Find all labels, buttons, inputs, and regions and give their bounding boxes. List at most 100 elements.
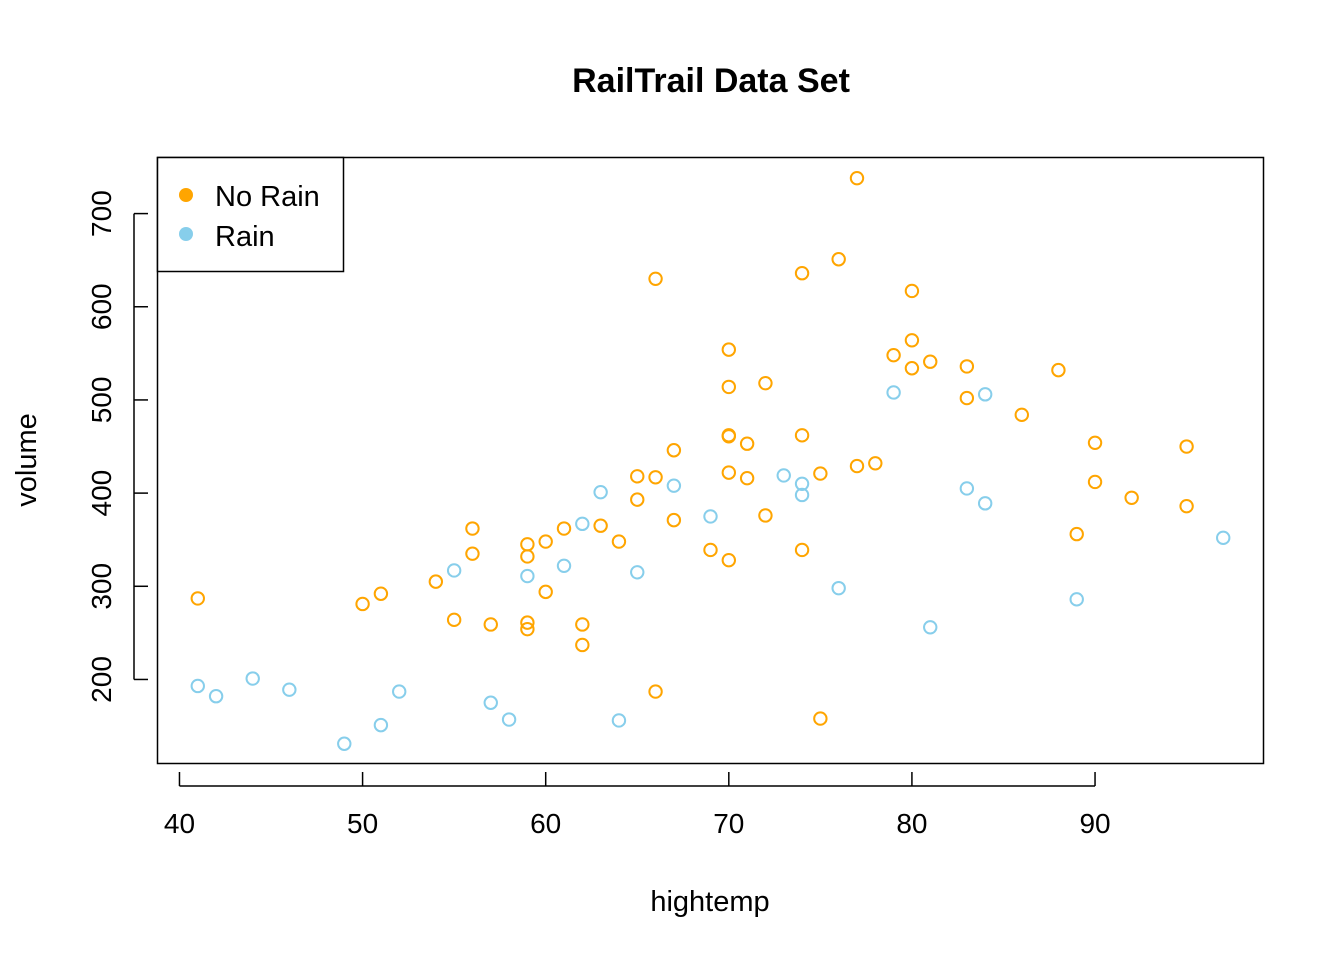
data-point-rain	[831, 580, 846, 596]
data-point-no-rain	[794, 266, 810, 281]
legend-label-no-rain: No Rain	[215, 181, 320, 213]
data-point-no-rain	[648, 684, 663, 699]
data-point-no-rain	[1124, 490, 1139, 505]
data-point-no-rain	[446, 612, 462, 628]
data-point-no-rain	[575, 617, 590, 632]
data-point-no-rain	[373, 586, 389, 601]
data-point-no-rain	[703, 542, 718, 558]
data-point-rain	[886, 385, 901, 400]
data-point-no-rain	[630, 492, 645, 507]
data-point-rain	[208, 689, 224, 704]
data-point-rain	[794, 487, 810, 503]
data-point-rain	[776, 468, 791, 483]
data-point-no-rain	[648, 470, 663, 485]
data-point-no-rain	[794, 428, 810, 443]
data-point-rain	[959, 481, 975, 496]
x-axis: 40 50 60 70 80 90	[164, 772, 1111, 839]
legend-box	[156, 156, 345, 273]
data-point-no-rain	[465, 521, 480, 536]
data-point-no-rain	[813, 711, 828, 726]
data-point-no-rain	[849, 170, 865, 186]
data-point-no-rain	[721, 342, 737, 357]
data-point-no-rain	[739, 471, 755, 486]
data-point-no-rain	[1051, 362, 1066, 378]
chart-title: RailTrail Data Set	[572, 62, 850, 100]
y-tick-label: 400	[86, 470, 117, 517]
data-point-no-rain	[648, 271, 663, 287]
data-point-no-rain	[520, 621, 535, 637]
data-point-no-rain	[483, 617, 498, 632]
data-point-no-rain	[538, 584, 553, 600]
data-point-no-rain	[721, 379, 737, 395]
y-axis-label: volume	[11, 413, 43, 507]
data-point-rain	[245, 671, 260, 686]
data-point-no-rain	[904, 333, 920, 348]
data-point-no-rain	[593, 518, 608, 533]
data-point-rain	[556, 558, 572, 573]
data-point-rain	[282, 682, 297, 697]
data-point-no-rain	[904, 361, 920, 376]
data-point-no-rain	[630, 469, 645, 484]
data-point-no-rain	[868, 456, 883, 471]
x-axis-label: hightemp	[650, 886, 769, 918]
data-point-no-rain	[886, 348, 901, 363]
data-point-no-rain	[520, 549, 535, 564]
data-point-no-rain	[355, 596, 370, 612]
data-points	[190, 170, 1231, 751]
data-point-rain	[666, 478, 682, 493]
data-point-rain	[1216, 530, 1231, 546]
data-point-rain	[520, 568, 535, 584]
y-tick-label: 500	[86, 377, 117, 424]
data-point-no-rain	[739, 436, 755, 451]
data-point-rain	[977, 496, 993, 511]
x-tick-label: 70	[713, 808, 744, 839]
data-point-no-rain	[904, 283, 920, 299]
data-point-rain	[190, 678, 205, 694]
plot-frame	[156, 156, 1265, 765]
x-tick-label: 40	[164, 808, 195, 839]
data-point-rain	[977, 387, 993, 402]
data-point-no-rain	[1179, 498, 1194, 514]
data-point-rain	[483, 695, 498, 710]
data-point-rain	[703, 509, 718, 524]
data-point-no-rain	[666, 443, 682, 458]
data-point-no-rain	[538, 534, 553, 549]
x-tick-label: 90	[1079, 808, 1110, 839]
data-point-rain	[392, 684, 407, 699]
y-tick-label: 700	[86, 190, 117, 237]
data-point-no-rain	[1014, 407, 1029, 423]
data-point-no-rain	[923, 354, 938, 369]
y-axis: 200 300 400 500 600 700	[86, 190, 148, 703]
data-point-no-rain	[1087, 435, 1103, 450]
y-tick-label: 300	[86, 563, 117, 610]
data-point-no-rain	[666, 512, 682, 528]
data-point-no-rain	[465, 546, 480, 561]
x-tick-label: 60	[530, 808, 561, 839]
data-point-no-rain	[611, 534, 627, 549]
data-point-no-rain	[758, 508, 773, 523]
data-point-rain	[630, 565, 645, 580]
data-point-no-rain	[831, 252, 846, 267]
x-tick-label: 50	[347, 808, 378, 839]
data-point-no-rain	[520, 615, 535, 630]
legend-marker-rain	[179, 227, 193, 241]
y-tick-label: 200	[86, 656, 117, 703]
legend: No Rain Rain	[156, 156, 345, 273]
data-point-no-rain	[794, 542, 810, 558]
data-point-rain	[446, 563, 462, 578]
data-point-rain	[593, 484, 608, 500]
data-point-no-rain	[721, 552, 737, 568]
data-point-no-rain	[520, 537, 535, 552]
data-point-rain	[337, 736, 352, 751]
data-point-no-rain	[428, 574, 444, 589]
data-point-rain	[373, 717, 389, 733]
data-point-rain	[501, 712, 517, 727]
data-point-no-rain	[1087, 474, 1103, 490]
data-point-no-rain	[849, 458, 865, 474]
data-point-no-rain	[959, 390, 975, 406]
legend-label-rain: Rain	[215, 221, 275, 253]
data-point-rain	[1069, 592, 1084, 607]
data-point-rain	[575, 516, 590, 532]
data-point-rain	[923, 620, 938, 635]
